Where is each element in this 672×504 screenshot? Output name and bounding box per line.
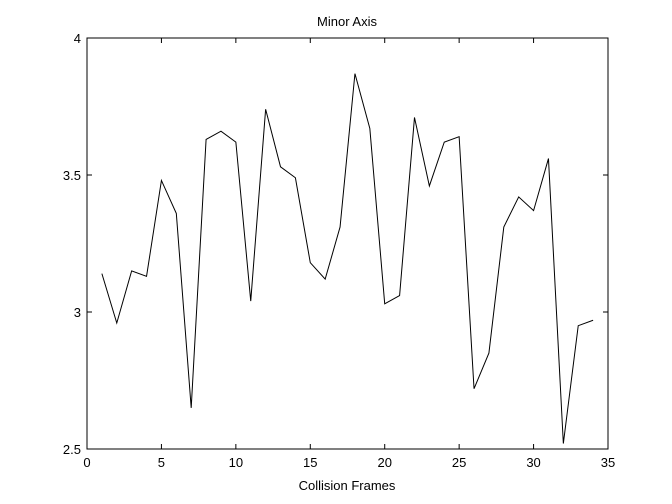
x-axis-label: Collision Frames: [299, 478, 396, 493]
plot-area: [86, 37, 609, 450]
x-tick-label: 20: [377, 455, 391, 470]
y-tick-label: 4: [74, 31, 81, 46]
chart-title: Minor Axis: [317, 14, 377, 29]
y-tick-label: 3.5: [63, 168, 81, 183]
x-tick-label: 25: [452, 455, 466, 470]
x-tick-label: 15: [303, 455, 317, 470]
x-tick-label: 5: [158, 455, 165, 470]
x-tick-label: 10: [229, 455, 243, 470]
axis-ticks: [86, 37, 609, 450]
y-tick-label: 2.5: [63, 442, 81, 457]
y-tick-label: 3: [74, 305, 81, 320]
series-line: [101, 73, 594, 444]
x-tick-label: 30: [526, 455, 540, 470]
x-tick-label: 0: [83, 455, 90, 470]
axis-tick-labels: 0 5 10 15 20 25 30 35 2.5 3 3.5 4: [63, 31, 615, 470]
x-tick-label: 35: [601, 455, 615, 470]
